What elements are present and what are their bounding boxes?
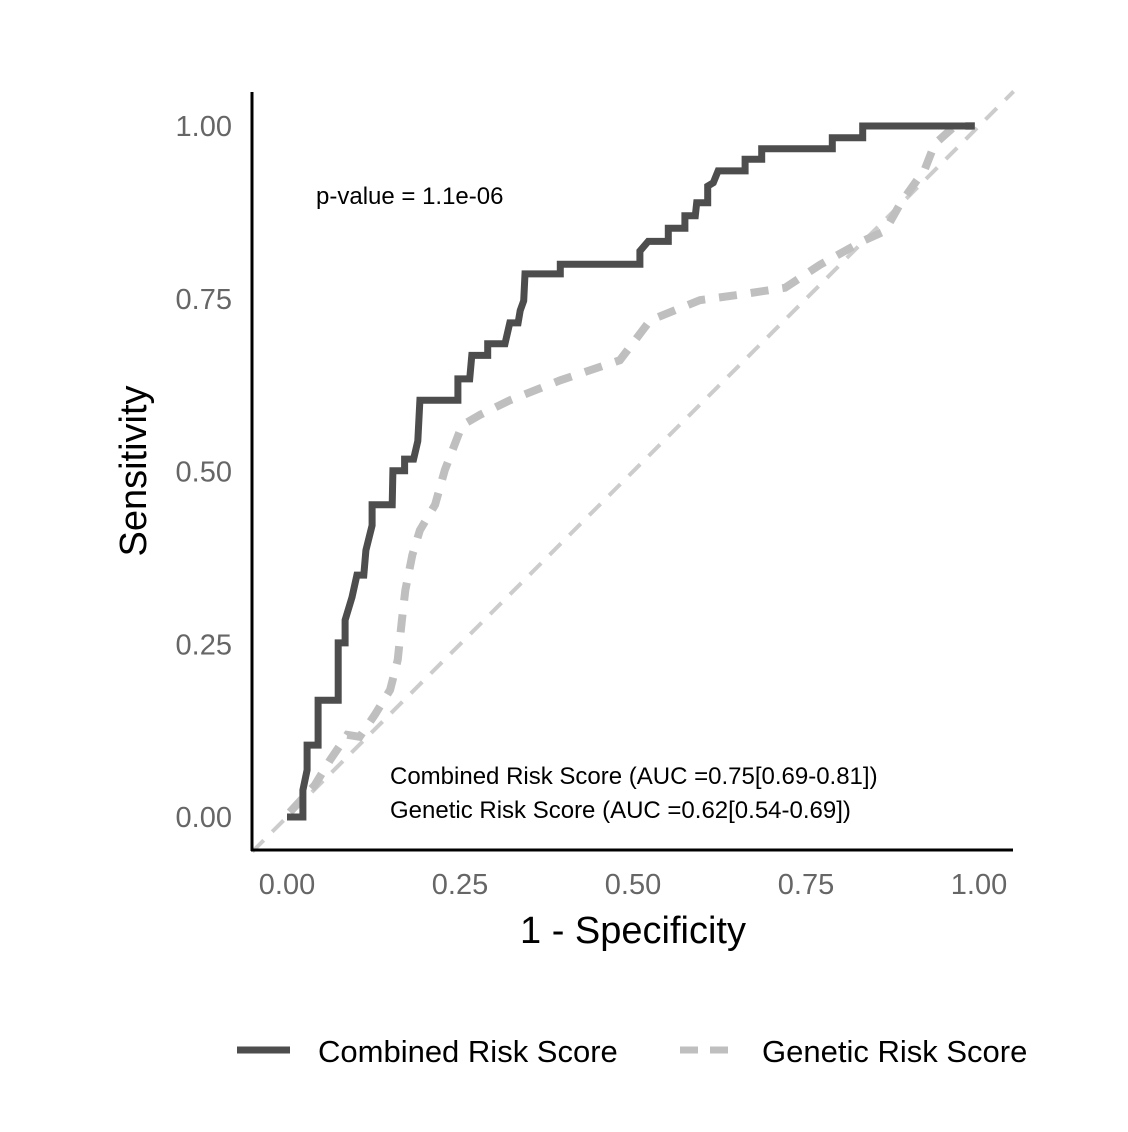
y-tick-label: 0.50: [176, 457, 232, 489]
series-line-genetic: [286, 122, 975, 815]
reference-diagonal-line: [250, 90, 1016, 853]
plot-marks: [250, 90, 1016, 853]
legend-label-combined: Combined Risk Score: [318, 1034, 618, 1069]
pvalue-annotation: p-value = 1.1e-06: [316, 183, 503, 210]
x-tick-label: 1.00: [951, 869, 1007, 901]
auc-genetic-annotation: Genetic Risk Score (AUC =0.62[0.54-0.69]…: [390, 797, 851, 824]
x-axis-title: 1 - Specificity: [520, 910, 746, 952]
y-tick-label: 0.25: [176, 629, 232, 661]
x-tick-labels: 0.00 0.25 0.50 0.75 1.00: [259, 869, 1007, 901]
y-tick-label: 0.75: [176, 284, 232, 316]
auc-combined-annotation: Combined Risk Score (AUC =0.75[0.69-0.81…: [390, 763, 878, 790]
y-tick-labels: 0.00 0.25 0.50 0.75 1.00: [176, 111, 232, 834]
legend: Combined Risk Score Genetic Risk Score: [237, 1034, 1027, 1069]
x-tick-label: 0.25: [432, 869, 488, 901]
x-tick-label: 0.50: [605, 869, 661, 901]
y-axis-title: Sensitivity: [113, 385, 155, 556]
y-tick-label: 1.00: [176, 111, 232, 143]
series-line-combined: [287, 122, 975, 821]
x-tick-label: 0.75: [778, 869, 834, 901]
y-tick-label: 0.00: [176, 802, 232, 834]
legend-label-genetic: Genetic Risk Score: [762, 1034, 1027, 1069]
x-tick-label: 0.00: [259, 869, 315, 901]
